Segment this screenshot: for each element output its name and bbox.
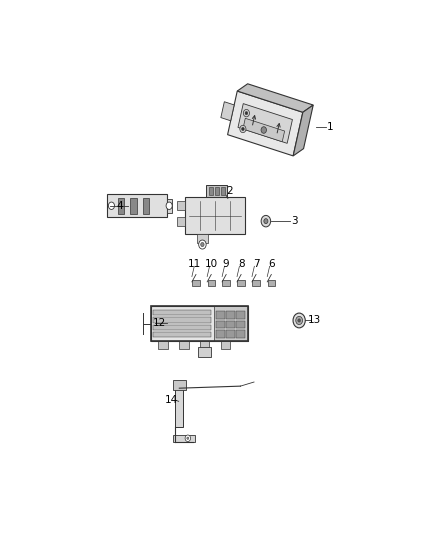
- Circle shape: [108, 202, 114, 209]
- Text: 4: 4: [117, 200, 123, 211]
- Circle shape: [261, 215, 271, 227]
- Bar: [131, 198, 137, 214]
- Circle shape: [185, 435, 191, 441]
- Text: 8: 8: [238, 259, 244, 269]
- Bar: [185, 197, 245, 235]
- Bar: [216, 311, 225, 319]
- Bar: [173, 435, 194, 441]
- Polygon shape: [237, 84, 313, 112]
- Bar: [206, 185, 226, 197]
- Bar: [208, 280, 215, 286]
- Bar: [173, 380, 186, 390]
- Text: 7: 7: [253, 259, 259, 269]
- Bar: [177, 200, 185, 209]
- Bar: [223, 280, 230, 286]
- Text: 11: 11: [187, 259, 201, 269]
- Bar: [209, 187, 213, 195]
- Bar: [268, 280, 275, 286]
- Bar: [153, 318, 211, 322]
- Circle shape: [199, 240, 206, 249]
- Bar: [237, 330, 245, 338]
- Circle shape: [293, 313, 305, 328]
- Bar: [216, 330, 225, 338]
- Circle shape: [244, 109, 250, 117]
- Bar: [197, 235, 208, 243]
- Bar: [216, 321, 225, 328]
- Bar: [237, 280, 245, 286]
- Circle shape: [296, 317, 303, 325]
- Polygon shape: [221, 102, 234, 121]
- Bar: [237, 311, 245, 319]
- Bar: [221, 341, 230, 349]
- Circle shape: [298, 319, 300, 322]
- Bar: [153, 310, 211, 316]
- Circle shape: [264, 219, 268, 224]
- Bar: [152, 306, 248, 341]
- Polygon shape: [243, 118, 285, 142]
- Text: 13: 13: [308, 316, 321, 326]
- Bar: [153, 332, 211, 337]
- Bar: [214, 306, 248, 341]
- Bar: [226, 321, 235, 328]
- Polygon shape: [293, 105, 313, 156]
- Circle shape: [187, 437, 189, 440]
- Polygon shape: [228, 91, 303, 156]
- Bar: [252, 280, 260, 286]
- Bar: [226, 311, 235, 319]
- Text: 6: 6: [268, 259, 275, 269]
- Polygon shape: [238, 103, 293, 143]
- Circle shape: [241, 127, 244, 131]
- Bar: [158, 341, 168, 349]
- Bar: [198, 347, 212, 358]
- Text: 10: 10: [205, 259, 218, 269]
- Circle shape: [201, 243, 204, 247]
- Bar: [107, 195, 167, 217]
- Bar: [221, 187, 225, 195]
- Text: 1: 1: [326, 122, 333, 132]
- Bar: [153, 325, 211, 330]
- Bar: [215, 187, 219, 195]
- Circle shape: [240, 125, 246, 133]
- Circle shape: [166, 202, 172, 209]
- Text: 12: 12: [152, 318, 166, 328]
- Bar: [192, 280, 200, 286]
- Text: 9: 9: [223, 259, 230, 269]
- Text: 14: 14: [165, 395, 179, 406]
- Bar: [237, 321, 245, 328]
- Bar: [143, 198, 149, 214]
- Bar: [179, 341, 189, 349]
- Bar: [200, 341, 209, 349]
- Bar: [226, 330, 235, 338]
- Text: 2: 2: [226, 186, 233, 196]
- Circle shape: [245, 111, 248, 115]
- Bar: [167, 199, 172, 213]
- Bar: [177, 217, 185, 226]
- Bar: [117, 198, 124, 214]
- Text: 3: 3: [291, 216, 297, 226]
- Bar: [152, 306, 248, 341]
- Bar: [175, 386, 183, 427]
- Circle shape: [261, 127, 266, 133]
